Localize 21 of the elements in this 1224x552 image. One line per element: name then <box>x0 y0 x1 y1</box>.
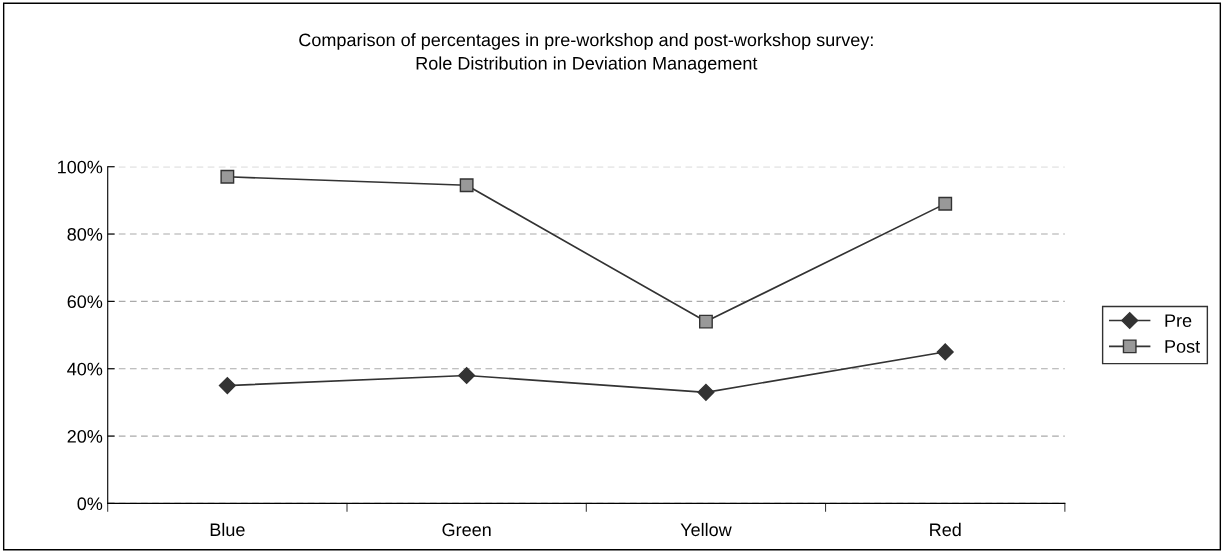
point <box>220 169 235 184</box>
chart-title: Comparison of percentages in pre-workshop and post-workshop survey: Role Distribution in Deviation Management <box>299 33 873 74</box>
y-tick-label: 100% <box>58 160 103 174</box>
legend-label: Post <box>1165 340 1201 353</box>
point <box>936 343 954 361</box>
y-tick-label: 0% <box>77 497 103 511</box>
legend-label: Pre <box>1165 314 1192 327</box>
x-tick-label: Green <box>442 523 491 537</box>
point <box>938 196 953 211</box>
point <box>458 366 476 385</box>
point <box>698 314 713 329</box>
point <box>218 377 236 395</box>
x-tick-label: Red <box>930 522 961 537</box>
point <box>459 178 474 193</box>
x-tick-label: Blue <box>210 522 245 537</box>
y-tick-label: 60% <box>67 295 103 309</box>
y-tick-label: 80% <box>67 227 103 241</box>
x-tick-label: Yellow <box>680 522 732 537</box>
y-tick-label: 20% <box>67 430 103 443</box>
y-tick-label: 40% <box>67 362 103 376</box>
point <box>697 383 715 401</box>
